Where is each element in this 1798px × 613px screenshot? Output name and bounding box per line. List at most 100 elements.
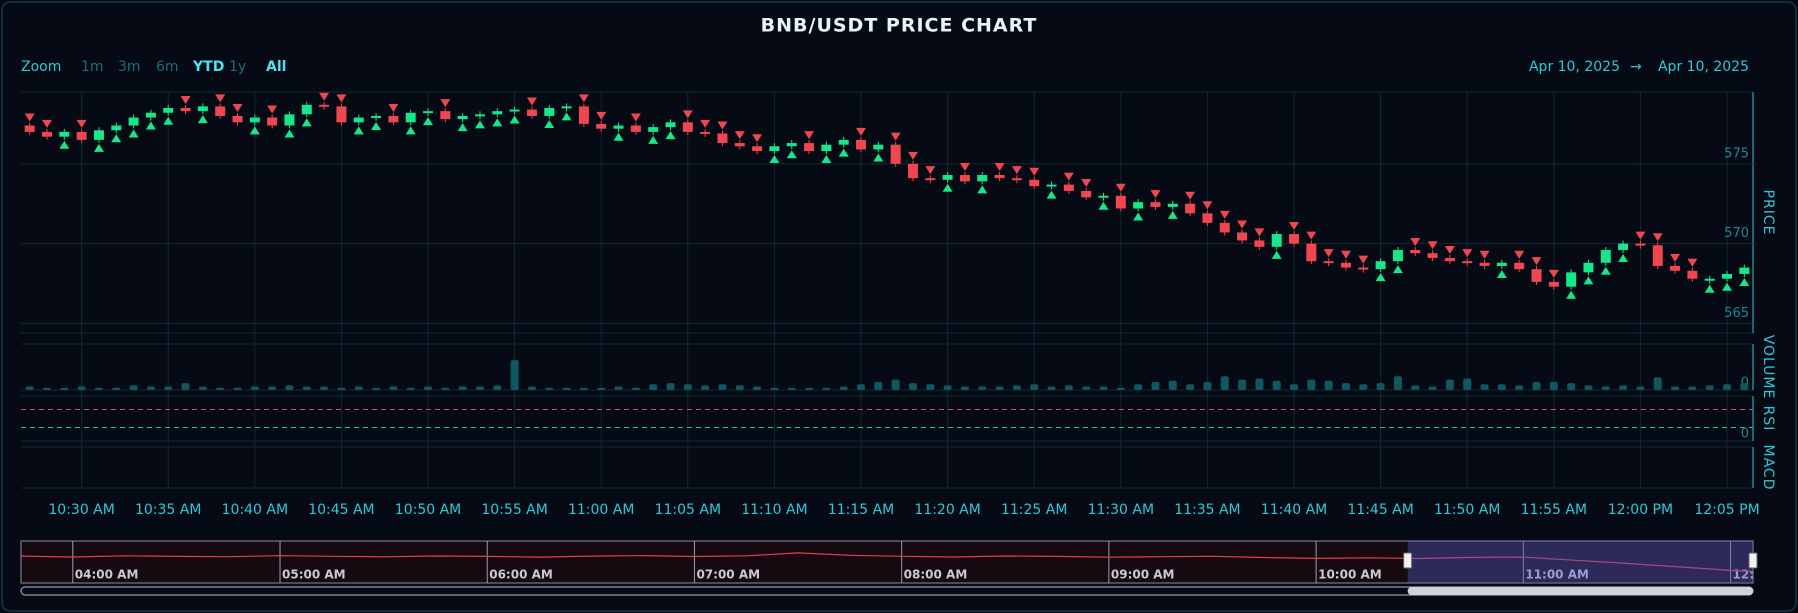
candle [284,114,295,126]
volume-bar [614,386,623,390]
candle [457,115,468,120]
volume-bar [1428,386,1437,390]
signal-marker [1011,166,1022,175]
volume-bar [1255,378,1264,390]
volume-bar [753,386,762,390]
candle [1687,270,1698,279]
candle [1340,262,1351,268]
candle [388,115,399,123]
volume-bar [1497,384,1506,390]
signal-marker [1652,233,1663,242]
signal-marker [1098,201,1109,210]
candle [1323,261,1334,264]
volume-bar [372,387,381,390]
scrollbar-thumb[interactable] [1407,587,1753,595]
volume-bar [1290,384,1299,390]
candle [665,122,676,128]
zoom-button[interactable]: 1y [229,59,246,75]
volume-bar [822,387,831,390]
candle [544,107,555,116]
x-tick-label: 11:00 AM [568,502,634,518]
signal-marker [509,115,520,124]
volume-bar [1584,385,1593,390]
x-tick-label: 11:50 AM [1434,502,1500,518]
volume-bar [1134,384,1143,390]
x-tick-label: 10:30 AM [48,502,114,518]
navigator-handle[interactable] [1748,552,1758,569]
signal-marker [1029,167,1040,176]
volume-bar [1012,385,1021,390]
candle [959,174,970,182]
signal-marker [752,134,763,143]
volume-bar [926,384,935,390]
signal-marker [215,94,226,103]
volume-bar [1740,383,1749,390]
signal-marker [907,151,918,160]
signal-marker [1219,210,1230,219]
volume-bar [649,384,658,390]
date-separator: → [1630,59,1642,75]
signal-marker [145,121,156,130]
volume-bar [129,385,138,390]
volume-bar [406,387,415,390]
candle [423,111,434,114]
zoom-button[interactable]: All [266,59,286,75]
candle [1289,234,1300,244]
signal-marker [24,113,35,122]
signal-marker [371,121,382,130]
navigator-tick-label: 08:00 AM [904,568,968,582]
zoom-button[interactable]: 1m [81,59,104,75]
candle [492,111,503,115]
y-tick-label: 565 [1724,306,1749,321]
signal-marker [561,112,572,121]
axis-title: PRICE [1760,190,1776,236]
signal-marker [197,115,208,124]
volume-bar [77,386,86,390]
candle [596,123,607,129]
signal-marker [457,123,468,132]
x-tick-label: 10:35 AM [135,502,201,518]
signal-marker [76,119,87,128]
volume-bar [1082,386,1091,390]
navigator-tick-label: 10:00 AM [1318,568,1382,582]
date-from: Apr 10, 2025 [1529,59,1620,75]
volume-bar [250,386,259,390]
zoom-button[interactable]: YTD [192,59,224,75]
volume-bar [1376,383,1385,390]
signal-marker [301,118,312,127]
candle [1063,184,1074,191]
candle [371,115,382,118]
signal-marker [1340,250,1351,259]
volume-bar [701,385,710,390]
signal-marker [1150,190,1161,199]
candle [1306,243,1317,262]
candle [509,109,520,112]
candle [578,106,589,124]
candle [1548,281,1559,287]
zoom-button[interactable]: 6m [156,59,179,75]
candle [24,125,35,132]
volume-bar [1619,385,1628,390]
signal-marker [249,126,260,135]
signal-marker [1427,241,1438,250]
signal-marker [353,126,364,135]
candle [717,133,728,144]
volume-bar [1549,381,1558,390]
signal-marker [1635,231,1646,240]
signal-marker [942,183,953,192]
candle [1375,261,1386,270]
volume-bar [1099,386,1108,390]
signal-marker [804,131,815,140]
zoom-button[interactable]: 3m [118,59,141,75]
navigator-handle[interactable] [1403,552,1413,569]
volume-bar [389,386,398,390]
navigator-tick-label: 04:00 AM [75,568,139,582]
signal-marker [994,162,1005,171]
candle [1410,250,1421,254]
signal-marker [180,95,191,104]
candle [215,106,226,116]
candle [1237,232,1248,241]
signal-marker [1046,190,1057,199]
candle [682,122,693,132]
